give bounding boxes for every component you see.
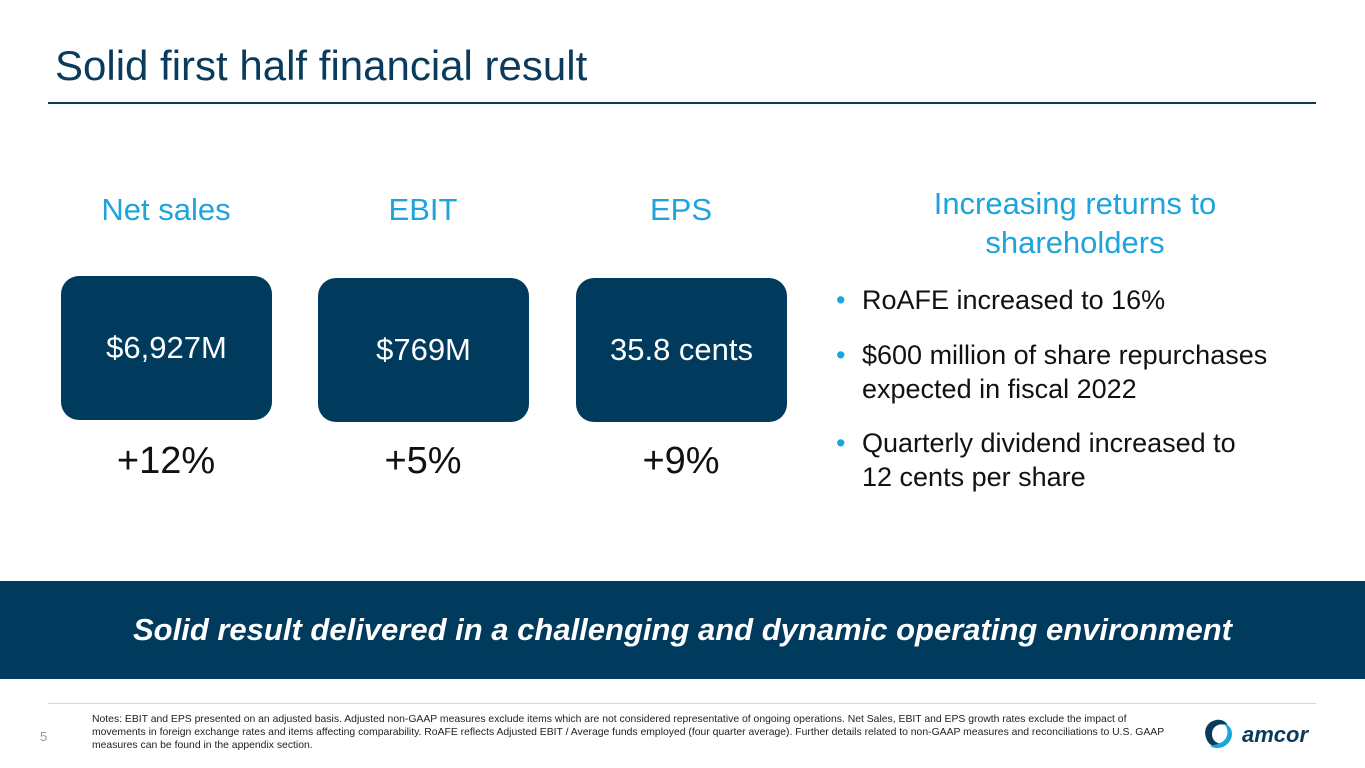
logo-swirl bbox=[1205, 719, 1228, 747]
metric-box: $769M bbox=[318, 278, 529, 422]
bullet-symbol: • bbox=[836, 285, 846, 315]
bullet-line: $600 million of share repurchases bbox=[862, 340, 1268, 370]
logo-text: amcor bbox=[1242, 722, 1309, 747]
metric-label: Net sales bbox=[101, 192, 231, 227]
metric-growth: +9% bbox=[642, 440, 720, 482]
metric-label: EPS bbox=[649, 192, 713, 227]
metric-value: $769M bbox=[376, 332, 471, 367]
bullet-text: $600 million of share repurchases expecte… bbox=[862, 338, 1267, 406]
logo: amcor bbox=[1205, 719, 1309, 749]
metric-value: $6,927M bbox=[106, 330, 227, 365]
heading-line: shareholders bbox=[985, 225, 1165, 260]
bullet-symbol: • bbox=[836, 340, 846, 370]
title-rule bbox=[48, 102, 1316, 104]
metric-growth: +12% bbox=[116, 440, 216, 482]
metric-box: $6,927M bbox=[61, 276, 272, 420]
footnotes: Notes: EBIT and EPS presented on an adju… bbox=[92, 714, 1164, 751]
metric-value: 35.8 cents bbox=[609, 332, 754, 367]
returns-heading: Increasing returns to shareholders bbox=[870, 184, 1280, 262]
banner-text: Solid result delivered in a challenging … bbox=[132, 612, 1232, 647]
bullet-symbol: • bbox=[836, 428, 846, 458]
bullet-line: RoAFE increased to 16% bbox=[862, 285, 1166, 315]
bullet-line: 12 cents per share bbox=[862, 462, 1086, 492]
bullet-line: Quarterly dividend increased to bbox=[862, 428, 1236, 458]
page-number: 5 bbox=[40, 729, 48, 744]
banner: Solid result delivered in a challenging … bbox=[0, 581, 1365, 679]
metric-box: 35.8 cents bbox=[576, 278, 787, 422]
logo-swirl-accent bbox=[1210, 724, 1232, 749]
bullet-line: expected in fiscal 2022 bbox=[862, 374, 1137, 404]
footer-rule bbox=[48, 703, 1316, 704]
metric-label: EBIT bbox=[388, 192, 458, 227]
bullet-text: Quarterly dividend increased to 12 cents … bbox=[862, 426, 1236, 494]
slide-title: Solid first half financial result bbox=[55, 42, 588, 89]
metric-growth: +5% bbox=[384, 440, 462, 482]
heading-line: Increasing returns to bbox=[933, 186, 1217, 221]
bullet-text: RoAFE increased to 16% bbox=[862, 283, 1165, 317]
